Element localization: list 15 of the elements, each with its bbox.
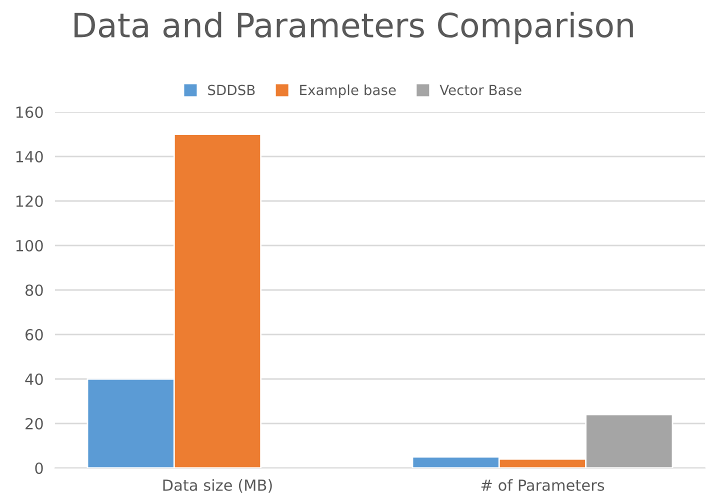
legend-label: Example base bbox=[300, 84, 396, 98]
y-tick-label: 20 bbox=[26, 418, 43, 430]
y-tick-label: 140 bbox=[16, 150, 43, 163]
y-tick-label: 100 bbox=[16, 240, 43, 252]
x-tick-label: Data size (MB) bbox=[163, 479, 272, 493]
y-tick-label: 0 bbox=[35, 462, 43, 474]
y-tick-label: 40 bbox=[25, 373, 43, 386]
y-tick-label: 160 bbox=[16, 106, 43, 118]
y-tick-label: 80 bbox=[25, 284, 43, 296]
y-tick-label: 60 bbox=[26, 328, 43, 341]
chart-title: Data and Parameters Comparison bbox=[74, 12, 633, 44]
y-tick-label: 120 bbox=[16, 195, 43, 208]
legend-label: SDDSB bbox=[208, 84, 255, 96]
legend-label: Vector Base bbox=[440, 84, 522, 96]
x-tick-label: # of Parameters bbox=[481, 479, 604, 491]
